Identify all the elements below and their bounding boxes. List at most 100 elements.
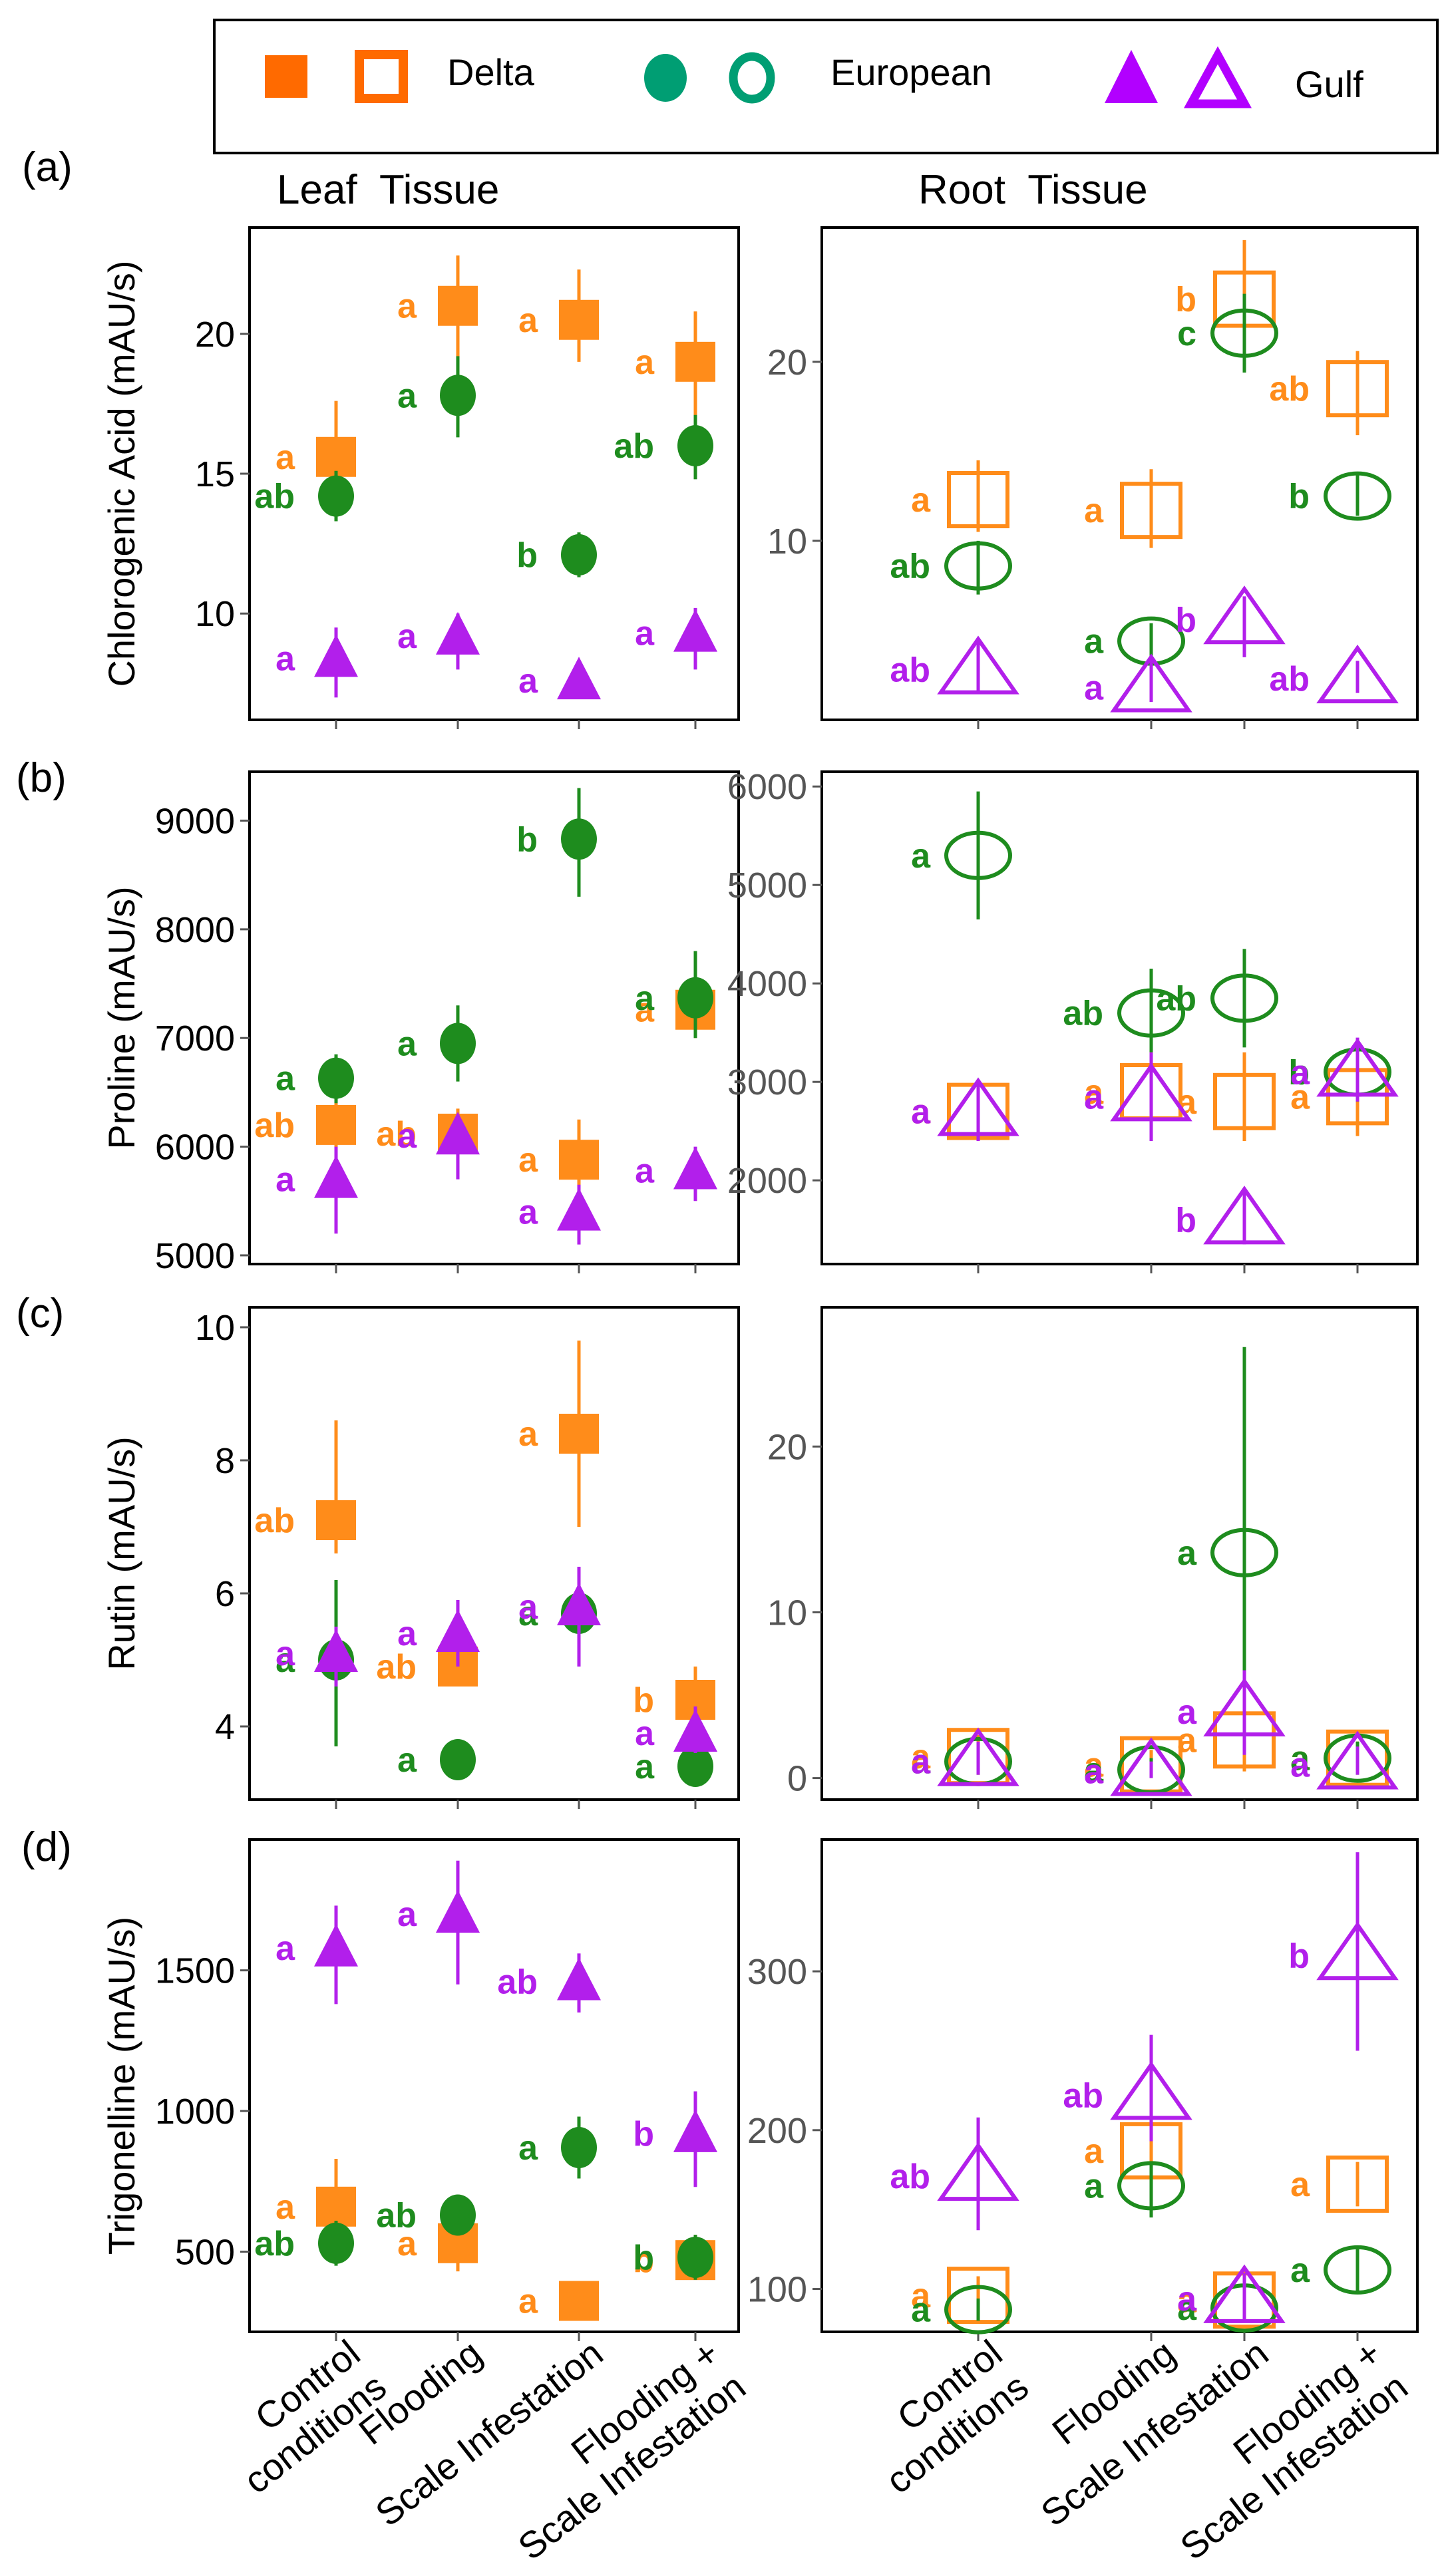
x-category-label: Controlconditions [852, 2332, 1036, 2501]
y-tick-label: 200 [747, 2111, 807, 2151]
significance-letter: ab [1063, 995, 1103, 1033]
y-axis-label: Rutin (mAU/s) [100, 1436, 142, 1671]
significance-letter: a [911, 1743, 931, 1782]
data-point [1324, 471, 1391, 521]
data-point [436, 1112, 480, 1155]
significance-letter: a [635, 991, 655, 1030]
legend-delta-open-icon [355, 50, 408, 103]
y-tick-label: 2000 [727, 1161, 807, 1201]
data-point [937, 635, 1019, 695]
data-point [1203, 1677, 1286, 1736]
data-point [436, 1609, 480, 1652]
significance-letter: a [911, 1738, 931, 1776]
significance-letter: ab [1269, 370, 1310, 408]
y-tick-label: 4 [215, 1707, 235, 1747]
plot-frame [820, 226, 1419, 721]
significance-letter: ab [1063, 2076, 1103, 2115]
data-point [316, 2186, 356, 2227]
significance-letter: b [1175, 1201, 1196, 1239]
data-point [559, 299, 599, 340]
significance-letter: a [275, 640, 295, 679]
significance-letter: a [1290, 1053, 1310, 1092]
significance-letter: a [518, 2282, 538, 2321]
significance-letter: b [633, 2239, 654, 2277]
legend-gulf-open-icon [1184, 46, 1252, 108]
data-point [944, 2285, 1012, 2334]
significance-letter: ab [890, 548, 930, 586]
significance-letter: a [911, 1743, 931, 1782]
data-point [937, 2142, 1019, 2201]
significance-letter: b [633, 2115, 654, 2154]
significance-letter: ab [376, 1648, 417, 1687]
data-point [673, 1709, 717, 1752]
y-tick-label: 20 [767, 1427, 807, 1467]
significance-letter: ab [1269, 660, 1310, 699]
significance-letter: ab [254, 1502, 295, 1540]
significance-letter: b [516, 536, 538, 575]
data-point [438, 285, 478, 326]
plot-frame [820, 770, 1419, 1265]
legend-box [213, 19, 1439, 154]
significance-letter: a [635, 1152, 655, 1191]
series-gulf: a a ab b [275, 1860, 717, 2187]
data-point [318, 475, 354, 517]
data-point [1210, 308, 1278, 358]
data-point [316, 1104, 356, 1145]
y-tick-label: 8000 [155, 910, 235, 950]
significance-letter: a [1177, 1534, 1197, 1573]
data-point [561, 534, 597, 575]
significance-letter: a [1290, 1746, 1310, 1785]
data-point [557, 1957, 601, 2001]
data-point [440, 2194, 476, 2236]
data-point [677, 424, 713, 466]
data-point [947, 471, 1009, 529]
significance-letter: ab [254, 478, 295, 516]
significance-letter: b [1175, 601, 1196, 639]
y-tick-label: 6000 [155, 1128, 235, 1168]
significance-letter: a [518, 301, 538, 340]
data-point [1316, 644, 1399, 704]
significance-letter: a [635, 1748, 655, 1786]
significance-letter: a [518, 1194, 538, 1232]
significance-letter: b [516, 820, 538, 859]
significance-letter: a [1084, 623, 1104, 661]
series-gulf: a aba [911, 1037, 1399, 1245]
significance-letter: a [635, 1714, 655, 1753]
data-point [314, 1629, 358, 1672]
significance-letter: ab [254, 1106, 295, 1145]
data-point [937, 1077, 1019, 1136]
plot-frame [820, 1838, 1419, 2333]
y-tick-label: 10 [195, 1308, 235, 1348]
data-point [318, 2222, 354, 2264]
y-tick-label: 20 [767, 343, 807, 383]
significance-letter: a [911, 837, 931, 876]
significance-letter: a [635, 343, 655, 382]
panel-letter: (d) [21, 1824, 72, 1870]
leaf-tissue-title: Leaf Tissue [277, 167, 499, 213]
y-tick-label: 4000 [727, 964, 807, 1004]
significance-letter: ab [376, 1115, 417, 1154]
significance-letter: a [1084, 669, 1104, 708]
data-point [314, 1155, 358, 1198]
data-point [675, 341, 715, 382]
data-point [1203, 2264, 1286, 2323]
data-point [559, 2281, 599, 2321]
data-point [440, 1023, 476, 1064]
data-point [673, 2109, 717, 2152]
data-point [436, 1890, 480, 1933]
data-point [944, 541, 1012, 591]
significance-letter: a [1084, 1073, 1104, 1112]
significance-letter: a [1177, 2289, 1197, 2328]
